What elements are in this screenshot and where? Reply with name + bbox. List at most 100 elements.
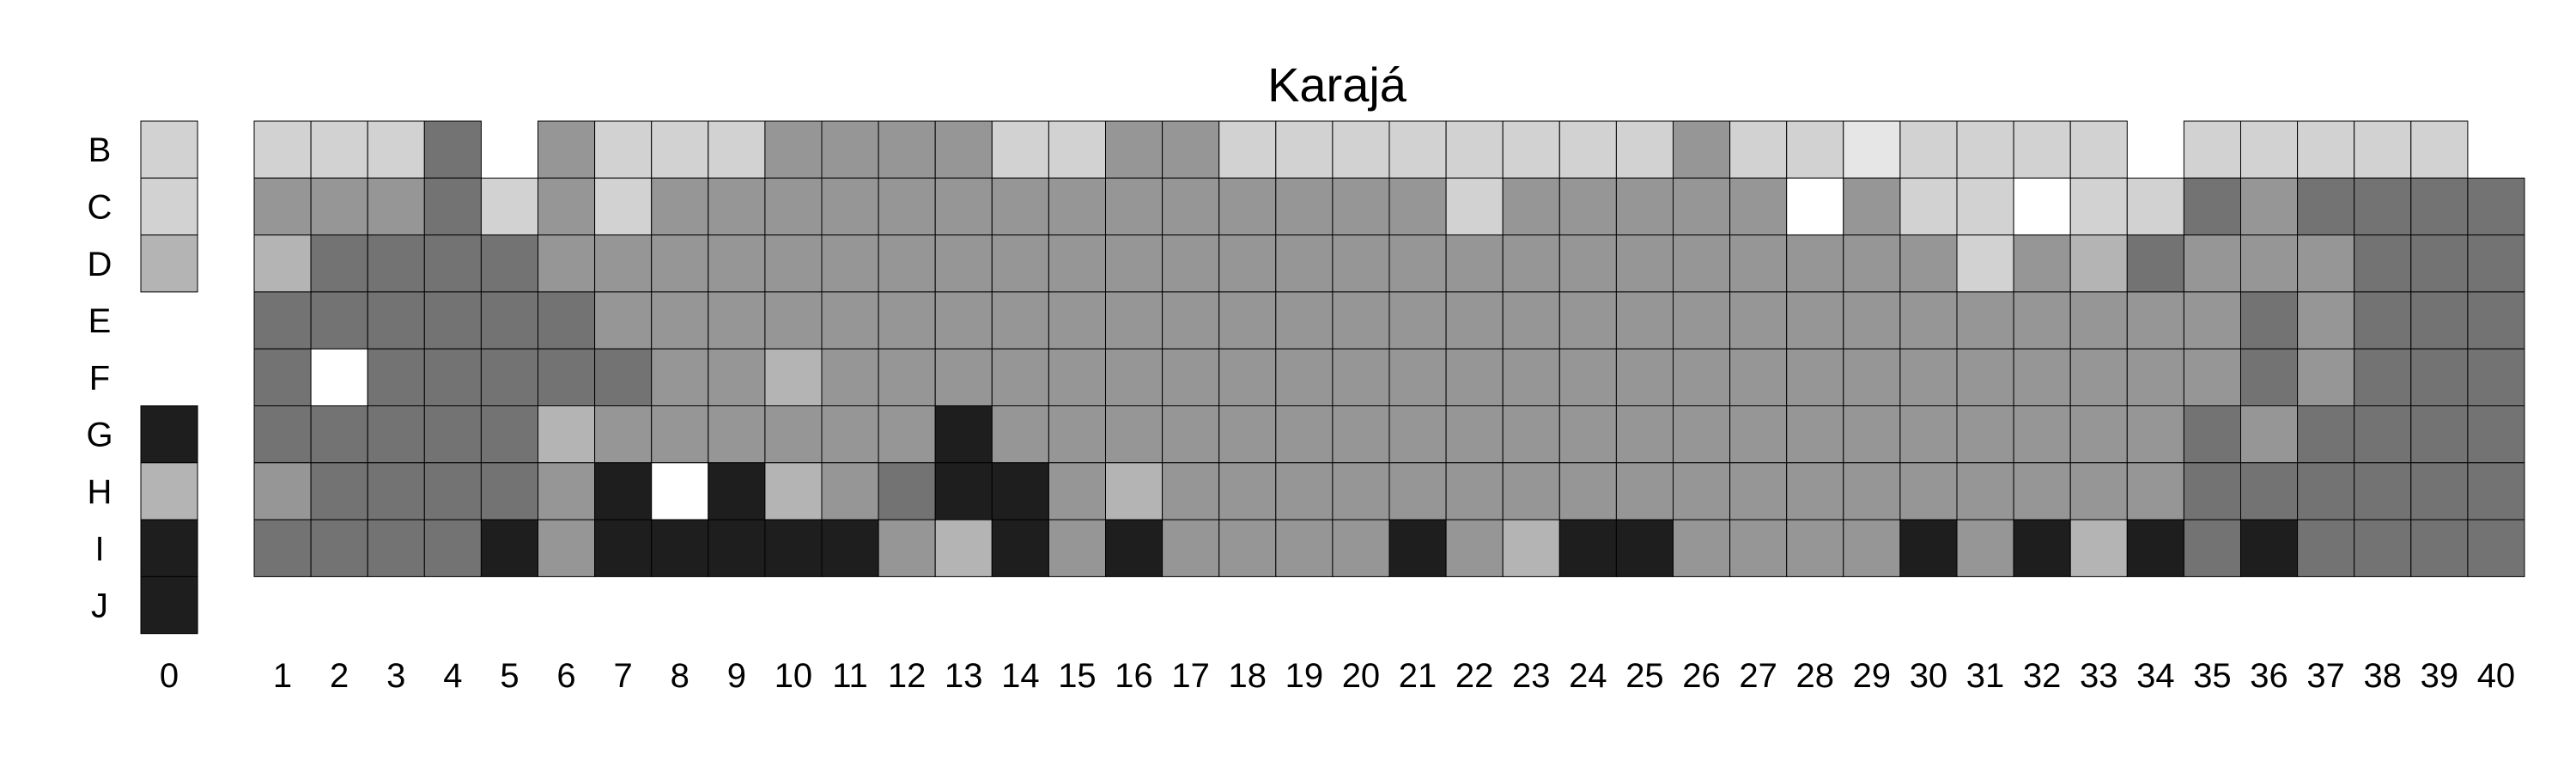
cell-G-32: [2013, 405, 2071, 464]
cell-C-34: [2126, 177, 2184, 236]
cell-I-28: [1786, 519, 1844, 577]
cell-F-12: [878, 348, 936, 407]
cell-G-23: [1502, 405, 1560, 464]
column-label-38: 38: [2364, 657, 2403, 695]
cell-E-38: [2354, 291, 2412, 350]
cell-E-2: [310, 291, 368, 350]
column-label-12: 12: [888, 657, 927, 695]
cell-G-20: [1332, 405, 1390, 464]
cell-I-29: [1843, 519, 1901, 577]
cell-I-20: [1332, 519, 1390, 577]
cell-F-4: [423, 348, 482, 407]
cell-F-24: [1558, 348, 1617, 407]
cell-D-38: [2354, 234, 2412, 293]
cell-F-29: [1843, 348, 1901, 407]
column-label-28: 28: [1796, 657, 1835, 695]
cell-B-38: [2354, 120, 2412, 179]
cell-E-10: [764, 291, 823, 350]
cell-E-7: [594, 291, 653, 350]
cell-D-21: [1388, 234, 1447, 293]
cell-J-0: [140, 575, 198, 635]
cell-H-13: [934, 462, 993, 520]
cell-B-31: [1956, 120, 2014, 179]
cell-B-1: [253, 120, 312, 179]
cell-B-33: [2069, 120, 2128, 179]
cell-C-32: [2013, 177, 2071, 236]
cell-H-26: [1673, 462, 1731, 520]
cell-C-29: [1843, 177, 1901, 236]
cell-G-5: [480, 405, 539, 464]
cell-G-7: [594, 405, 653, 464]
cell-G-24: [1558, 405, 1617, 464]
column-label-19: 19: [1285, 657, 1324, 695]
cell-G-37: [2297, 405, 2355, 464]
cell-E-17: [1162, 291, 1220, 350]
cell-C-27: [1729, 177, 1788, 236]
cell-I-33: [2069, 519, 2128, 577]
cell-H-40: [2467, 462, 2525, 520]
cell-E-20: [1332, 291, 1390, 350]
column-label-26: 26: [1682, 657, 1721, 695]
cell-H-22: [1445, 462, 1504, 520]
cell-C-35: [2183, 177, 2241, 236]
cell-E-1: [253, 291, 312, 350]
cell-F-8: [651, 348, 709, 407]
column-label-24: 24: [1569, 657, 1607, 695]
cell-G-21: [1388, 405, 1447, 464]
cell-F-37: [2297, 348, 2355, 407]
cell-F-7: [594, 348, 653, 407]
cell-E-15: [1048, 291, 1107, 350]
cell-I-31: [1956, 519, 2014, 577]
column-label-21: 21: [1399, 657, 1437, 695]
cell-B-29: [1843, 120, 1901, 179]
cell-D-4: [423, 234, 482, 293]
cell-H-28: [1786, 462, 1844, 520]
cell-D-2: [310, 234, 368, 293]
row-label-E: E: [88, 302, 112, 340]
column-label-2: 2: [330, 657, 349, 695]
cell-H-38: [2354, 462, 2412, 520]
cell-I-19: [1275, 519, 1334, 577]
cell-B-35: [2183, 120, 2241, 179]
cell-I-5: [480, 519, 539, 577]
cell-F-2: [310, 348, 368, 407]
cell-I-9: [708, 519, 766, 577]
cell-H-3: [367, 462, 425, 520]
cell-G-30: [1899, 405, 1958, 464]
cell-B-0: [140, 120, 198, 179]
cell-G-29: [1843, 405, 1901, 464]
column-label-1: 1: [273, 657, 292, 695]
cell-E-3: [367, 291, 425, 350]
cell-C-25: [1615, 177, 1674, 236]
cell-D-27: [1729, 234, 1788, 293]
cell-E-34: [2126, 291, 2184, 350]
cell-G-2: [310, 405, 368, 464]
cell-F-21: [1388, 348, 1447, 407]
cell-D-34: [2126, 234, 2184, 293]
cell-C-6: [538, 177, 596, 236]
column-label-17: 17: [1171, 657, 1210, 695]
cell-E-14: [991, 291, 1049, 350]
cell-D-13: [934, 234, 993, 293]
cell-H-20: [1332, 462, 1390, 520]
cell-D-25: [1615, 234, 1674, 293]
cell-D-23: [1502, 234, 1560, 293]
cell-C-3: [367, 177, 425, 236]
cell-F-13: [934, 348, 993, 407]
cell-G-12: [878, 405, 936, 464]
cell-E-32: [2013, 291, 2071, 350]
cell-B-6: [538, 120, 596, 179]
cell-G-0: [140, 405, 198, 464]
cell-H-15: [1048, 462, 1107, 520]
cell-G-6: [538, 405, 596, 464]
cell-I-13: [934, 519, 993, 577]
cell-G-10: [764, 405, 823, 464]
cell-D-19: [1275, 234, 1334, 293]
cell-E-8: [651, 291, 709, 350]
cell-B-19: [1275, 120, 1334, 179]
cell-E-24: [1558, 291, 1617, 350]
cell-F-23: [1502, 348, 1560, 407]
cell-G-3: [367, 405, 425, 464]
